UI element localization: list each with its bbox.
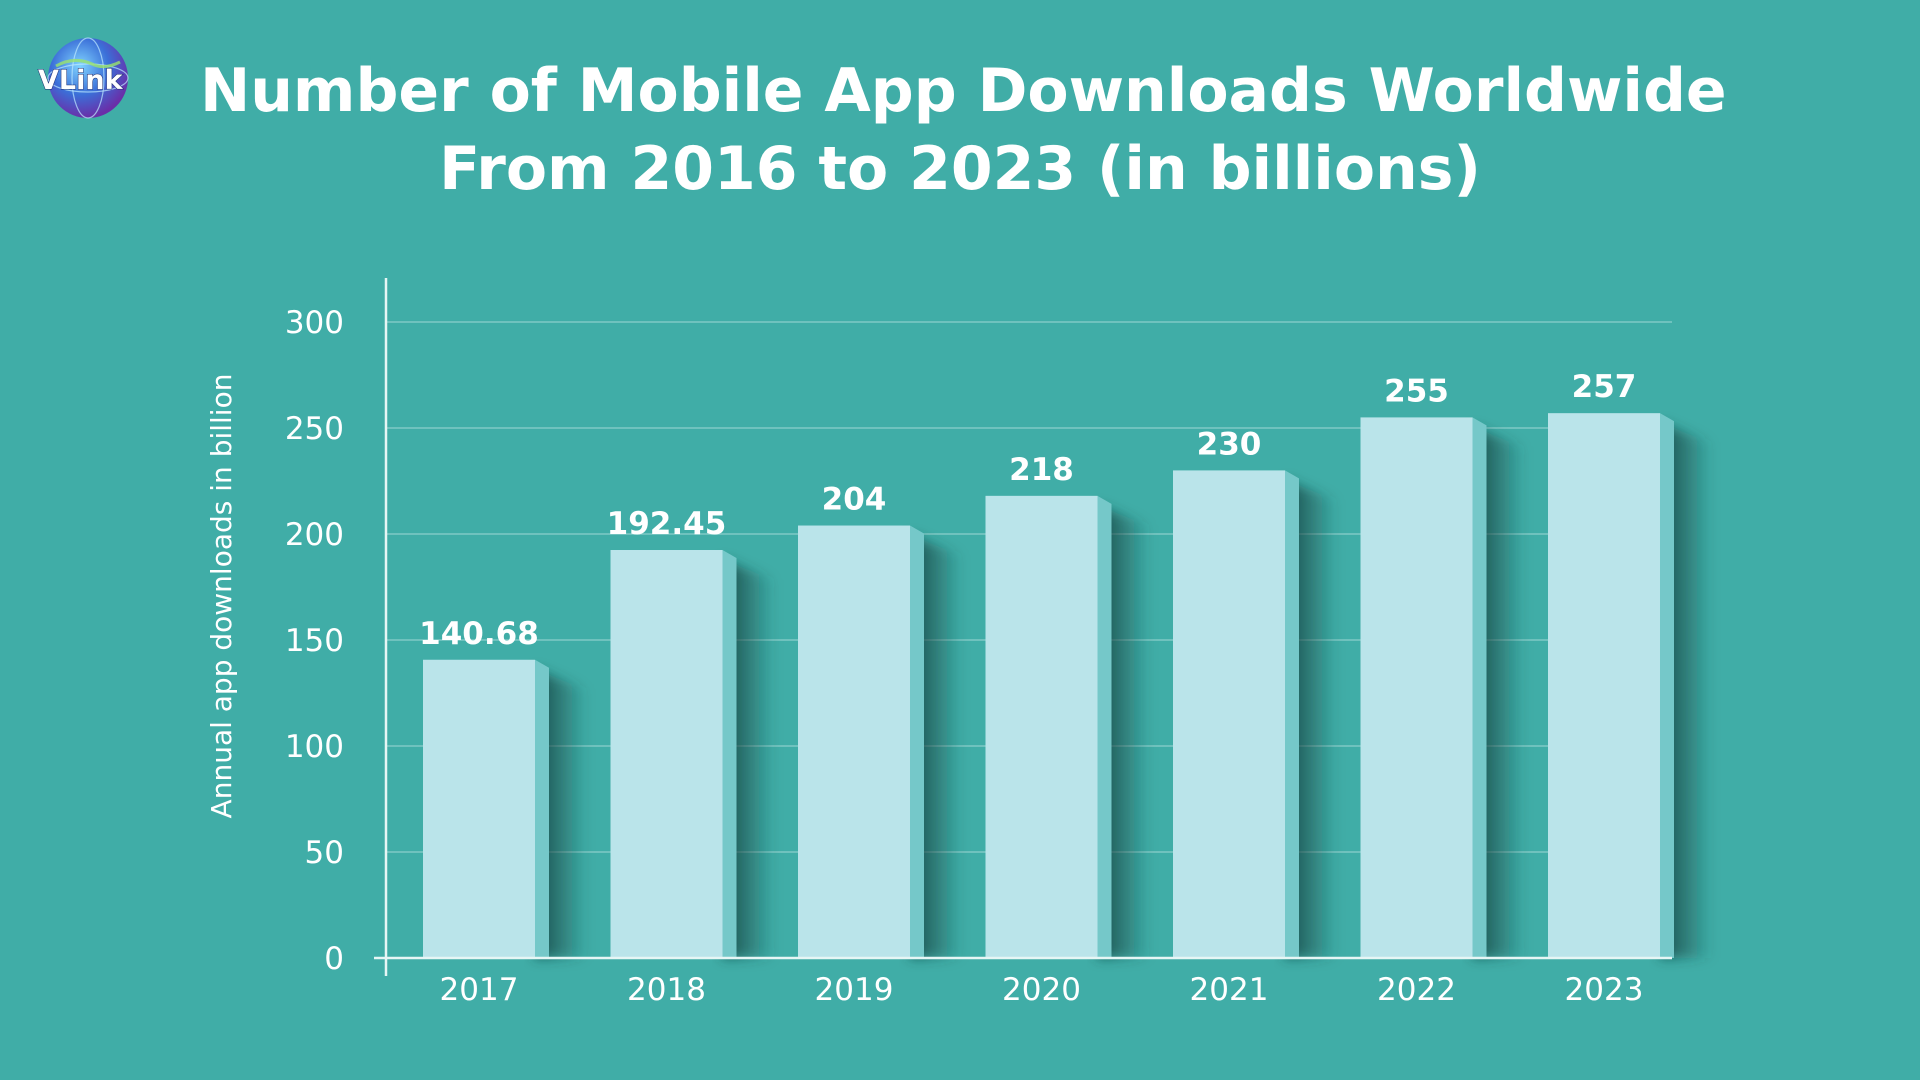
bar-side: [722, 550, 737, 958]
data-label: 140.68: [419, 616, 539, 652]
x-tick-label: 2023: [1565, 972, 1644, 1008]
y-tick-label: 250: [285, 411, 344, 447]
bar-2020: [985, 495, 1098, 958]
chart-title-line-1: Number of Mobile App Downloads Worldwide: [200, 56, 1727, 126]
x-tick-label: 2019: [815, 972, 894, 1008]
bars: [423, 413, 1674, 958]
bar-2021: [1173, 470, 1285, 958]
globe-icon: [48, 38, 128, 118]
bar-2019: [798, 525, 910, 958]
data-label: 218: [1009, 452, 1074, 488]
y-tick-label: 100: [285, 729, 344, 765]
bar-2017: [423, 659, 535, 958]
x-tick-label: 2020: [1002, 972, 1081, 1008]
labels: 0 50 100 150 200 250 300 140.68 2017 192.45 2018 20…: [205, 305, 1643, 1008]
y-tick-label: 150: [285, 623, 344, 659]
bar-side: [910, 525, 924, 958]
bar-side: [1285, 470, 1299, 958]
data-label: 204: [822, 482, 887, 518]
bar-2022: [1360, 417, 1473, 958]
y-tick-label: 300: [285, 305, 344, 341]
x-tick-label: 2022: [1377, 972, 1456, 1008]
chart-title-line-2: From 2016 to 2023 (in billions): [439, 134, 1481, 204]
data-label: 230: [1197, 426, 1262, 462]
x-tick-label: 2018: [627, 972, 706, 1008]
y-axis-label: Annual app downloads in billion: [205, 374, 238, 819]
vlink-logo: VLink: [38, 37, 129, 119]
axes: [374, 278, 1672, 976]
data-label: 257: [1572, 369, 1637, 405]
y-tick-label: 200: [285, 517, 344, 553]
x-tick-label: 2021: [1190, 972, 1269, 1008]
data-label: 255: [1384, 373, 1449, 409]
logo-text: VLink: [38, 65, 124, 96]
y-tick-label: 50: [305, 835, 344, 871]
bar-2018: [610, 550, 723, 958]
bar-side: [1472, 417, 1487, 958]
data-label: 192.45: [607, 506, 727, 542]
bar-side: [1097, 495, 1112, 958]
bar-2023: [1548, 413, 1660, 958]
bar-side: [535, 659, 549, 958]
bar-side: [1660, 413, 1674, 958]
y-tick-label: 0: [324, 941, 344, 977]
x-tick-label: 2017: [440, 972, 519, 1008]
